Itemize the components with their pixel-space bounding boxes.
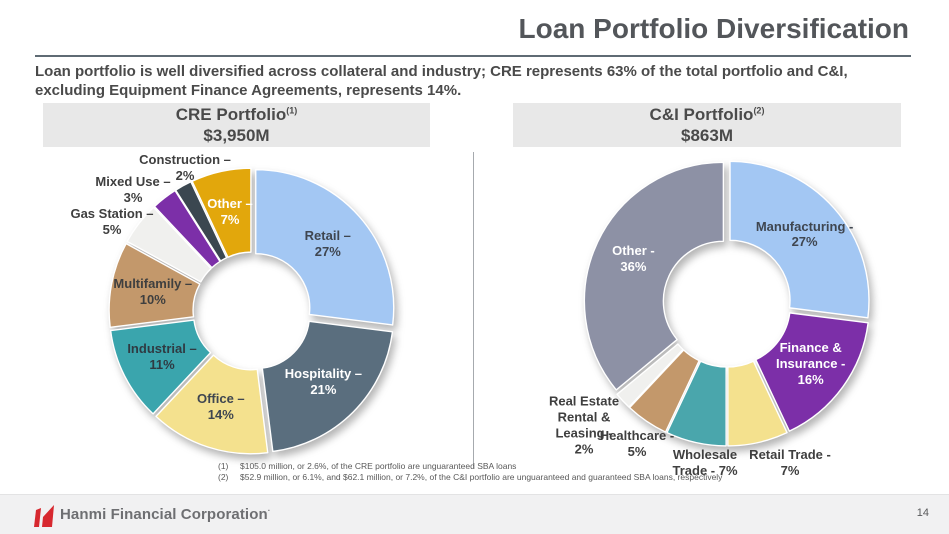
donut-slice-mixed-use	[153, 189, 221, 269]
page-number: 14	[916, 507, 929, 519]
company-name: Hanmi Financial Corporation·	[60, 506, 271, 523]
cre-portfolio-total: $3,950M	[203, 126, 270, 145]
footnote-2: (2) $52.9 million, or 6.1%, and $62.1 mi…	[218, 472, 723, 483]
donut-slice-healthcare	[628, 349, 700, 433]
cre-donut-chart: Retail – 27% Hospitality – 21% Office – 14…	[35, 150, 470, 485]
donut-slice-office	[155, 354, 269, 455]
trademark-mark: ·	[267, 506, 271, 515]
ci-portfolio-header: C&I Portfolio(2) $863M	[513, 103, 901, 147]
cre-portfolio-header: CRE Portfolio(1) $3,950M	[43, 103, 430, 147]
donut-slice-construction	[174, 181, 228, 262]
panel-divider	[473, 152, 474, 468]
footer-bar: Hanmi Financial Corporation· 14	[0, 494, 949, 534]
donut-slice-hospitality	[261, 320, 394, 453]
ci-donut-chart: Manufacturing - 27% Finance & Insurance -…	[480, 150, 915, 485]
ci-portfolio-title: C&I Portfolio(2)	[649, 104, 765, 124]
donut-slice-real-estate-rental-leasing	[616, 343, 684, 408]
donut-slice-wholesale-trade	[666, 360, 727, 447]
footnote-ref-2: (2)	[753, 105, 765, 116]
ci-portfolio-total: $863M	[681, 126, 733, 145]
donut-slice-retail	[255, 168, 395, 326]
footnotes: (1) $105.0 million, or 2.6%, of the CRE …	[218, 461, 722, 483]
hanmi-logo-icon	[34, 505, 54, 527]
footnote-1: (1) $105.0 million, or 2.6%, of the CRE …	[218, 461, 517, 471]
donut-slice-other	[583, 161, 725, 391]
donut-slice-finance-insurance	[755, 312, 869, 432]
title-divider	[35, 55, 911, 57]
footnote-ref-1: (1)	[286, 105, 298, 116]
slide-subtitle: Loan portfolio is well diversified acros…	[35, 63, 848, 100]
donut-slice-multifamily	[108, 242, 201, 329]
cre-portfolio-title: CRE Portfolio(1)	[175, 104, 298, 124]
page-title: Loan Portfolio Diversification	[518, 13, 909, 44]
donut-slice-industrial	[109, 319, 212, 415]
donut-slice-other	[191, 167, 252, 258]
donut-slice-gas-station	[126, 206, 212, 283]
donut-slice-manufacturing	[729, 160, 870, 319]
donut-slice-retail-trade	[727, 360, 788, 447]
